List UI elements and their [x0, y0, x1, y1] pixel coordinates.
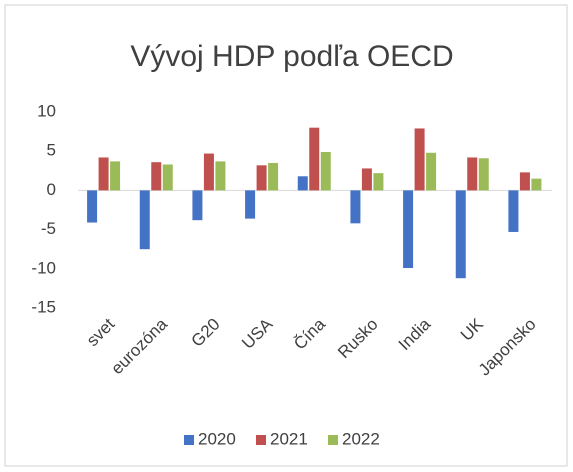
bar [455, 190, 466, 279]
bar [350, 190, 361, 224]
bar [309, 127, 320, 191]
bar [87, 190, 98, 223]
legend-label: 2020 [198, 429, 236, 448]
bar [478, 158, 489, 191]
bar [297, 176, 308, 191]
legend-swatch [256, 435, 266, 445]
bar [151, 162, 162, 191]
bar [268, 162, 279, 191]
bar [256, 165, 267, 191]
bar [139, 190, 150, 250]
bar [245, 190, 256, 219]
legend-label: 2021 [270, 429, 308, 448]
bar [531, 178, 542, 191]
bar [426, 152, 437, 191]
legend-swatch [328, 435, 338, 445]
bar [98, 157, 109, 191]
bar [467, 157, 478, 191]
legend-label: 2022 [342, 429, 380, 448]
y-tick-label: 5 [47, 141, 56, 160]
bar [508, 190, 519, 232]
bar [320, 151, 331, 191]
y-tick-label: -10 [31, 258, 56, 277]
bar [162, 164, 173, 191]
bar [192, 190, 203, 221]
bar [403, 190, 414, 269]
y-tick-label: 10 [37, 101, 56, 120]
bar [215, 161, 226, 191]
bar [414, 128, 425, 191]
bar [110, 161, 121, 191]
y-tick-label: 0 [47, 180, 56, 199]
y-tick-label: -15 [31, 297, 56, 316]
legend-swatch [184, 435, 194, 445]
chart-title: Vývoj HDP podľa OECD [130, 40, 453, 73]
bar [373, 173, 384, 191]
bar [203, 153, 214, 191]
y-tick-label: -5 [41, 219, 56, 238]
chart-border [4, 4, 568, 467]
bar [519, 172, 530, 191]
bar [361, 168, 372, 191]
